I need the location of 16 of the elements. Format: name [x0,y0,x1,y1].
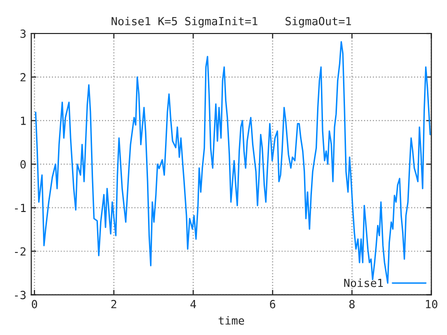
x-tick-label: 8 [349,300,355,308]
legend-label: Noise1 [344,278,383,288]
y-tick-label: 3 [20,30,26,38]
chart-title: Noise1 K=5 SigmaInit=1 SigmaOut=1 [112,16,351,28]
x-axis-title: time [218,316,244,325]
x-tick-label: 10 [426,300,438,308]
y-tick-label: -1 [14,204,26,212]
y-tick-label: 0 [20,160,26,169]
y-tick-label: -2 [14,247,26,256]
x-tick-label: 0 [32,300,38,308]
y-tick-label: 2 [20,73,26,82]
y-tick-label: -3 [14,290,26,300]
x-tick-label: 6 [270,300,276,308]
x-tick-label: 2 [111,300,116,308]
y-tick-label: 1 [21,116,26,125]
x-tick-label: 4 [190,300,196,308]
